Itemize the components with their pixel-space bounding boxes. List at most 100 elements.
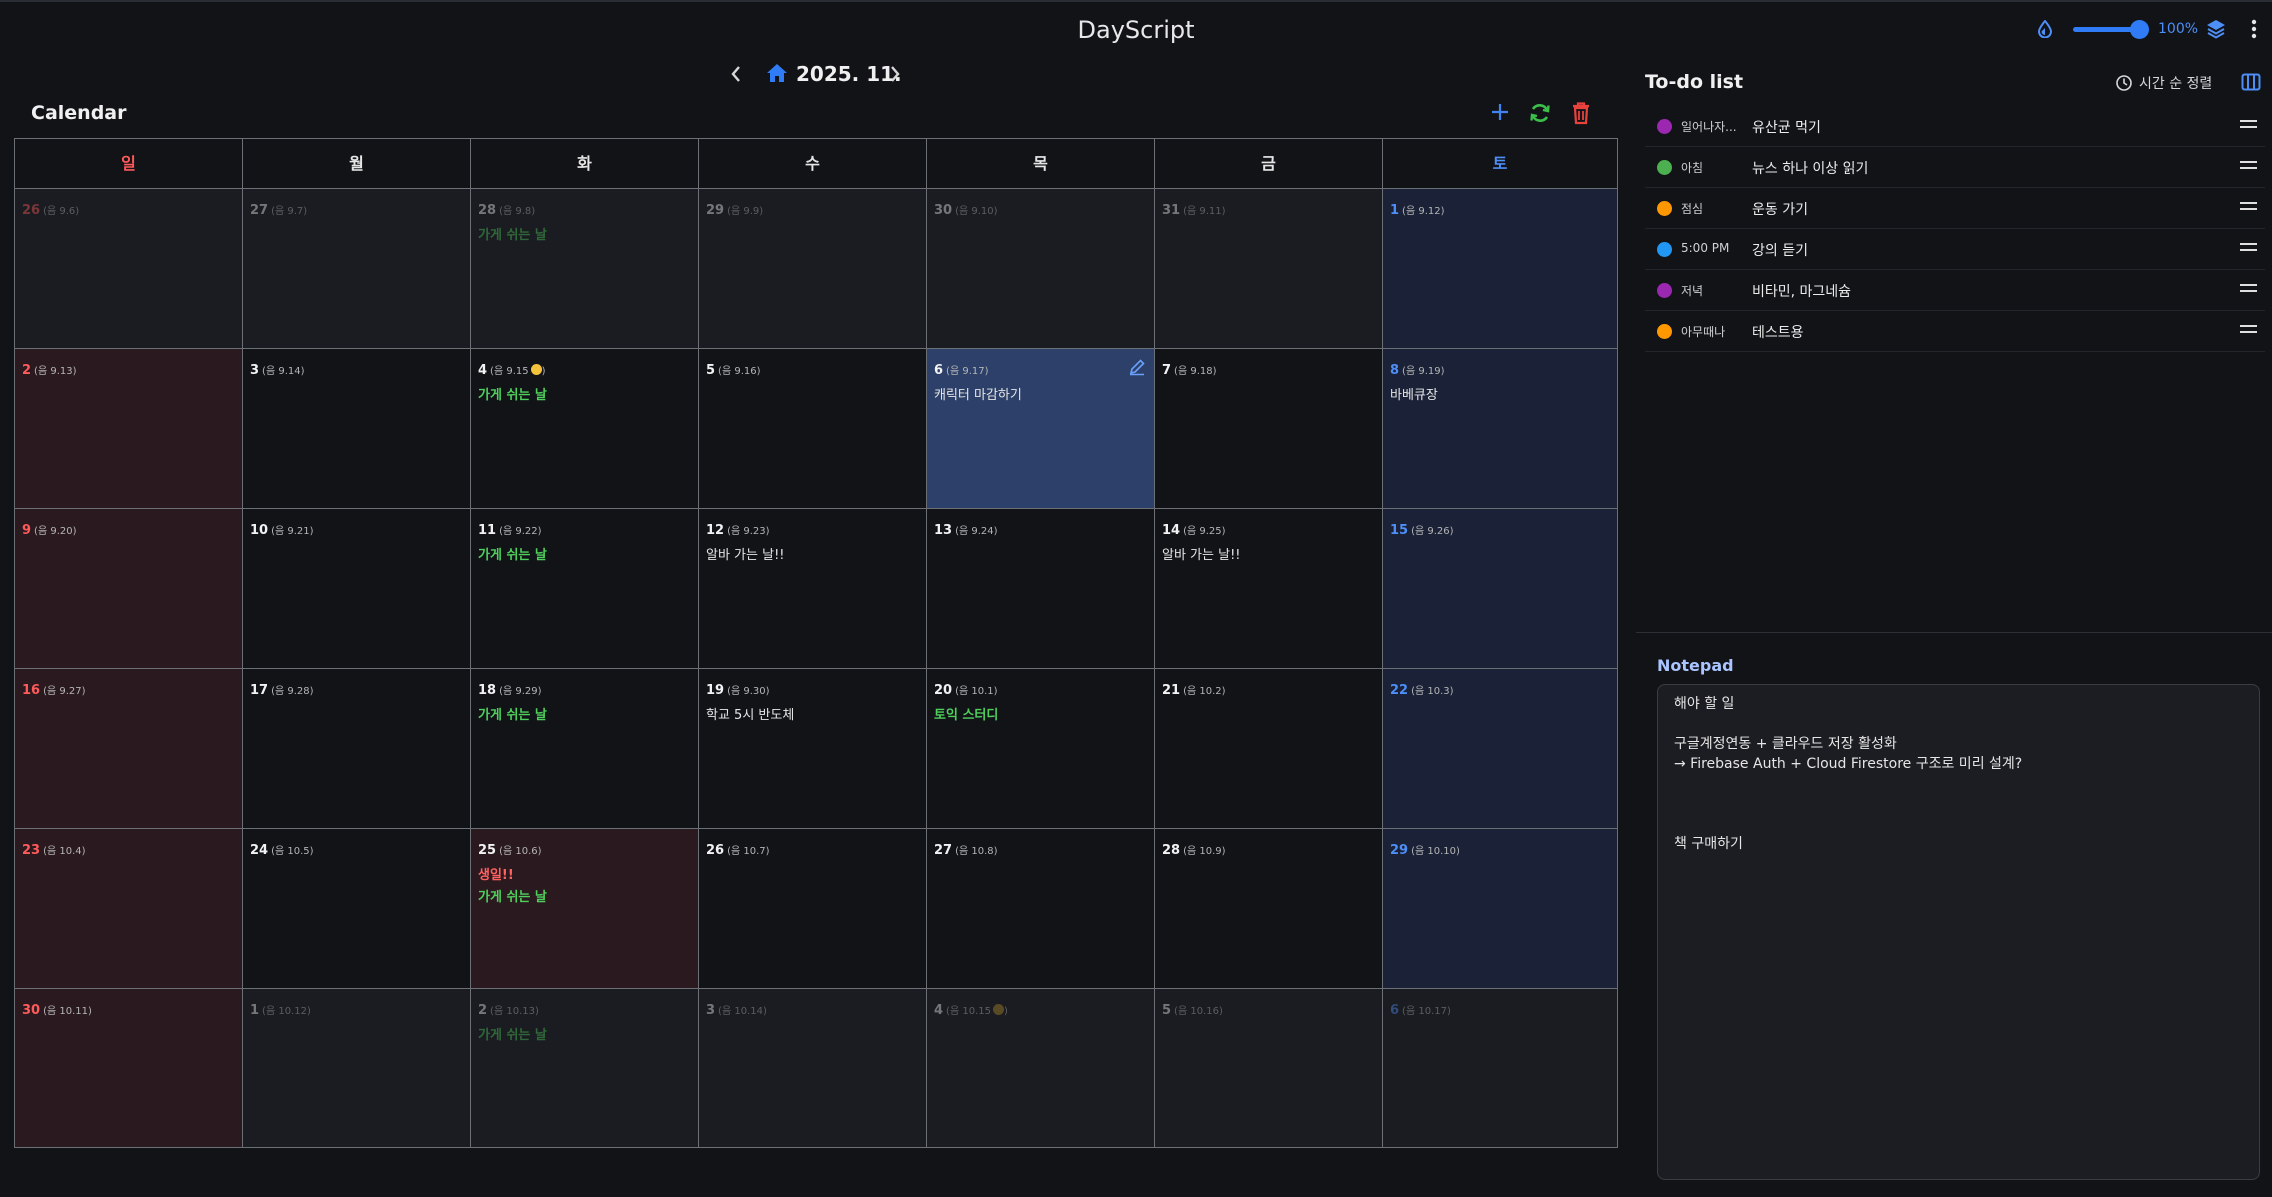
opacity-droplet-icon[interactable]	[2037, 19, 2053, 42]
calendar-day-cell[interactable]: 5 (음 9.16)	[699, 349, 927, 509]
edit-pencil-icon[interactable]	[1128, 358, 1146, 380]
calendar-day-cell[interactable]: 24 (음 10.5)	[243, 829, 471, 989]
calendar-day-cell[interactable]: 1 (음 10.12)	[243, 989, 471, 1147]
lunar-date: (음 10.2)	[1183, 686, 1226, 697]
calendar-day-cell[interactable]: 7 (음 9.18)	[1155, 349, 1383, 509]
calendar-event[interactable]: 가게 쉬는 날	[478, 1028, 547, 1043]
day-number: 6	[934, 363, 944, 378]
drag-handle-icon[interactable]	[2240, 161, 2257, 169]
day-number: 27	[250, 203, 269, 218]
calendar-event[interactable]: 토익 스터디	[934, 708, 999, 723]
calendar-day-cell[interactable]: 14 (음 9.25) 알바 가는 날!!	[1155, 509, 1383, 669]
calendar-day-cell[interactable]: 29 (음 10.10)	[1383, 829, 1617, 989]
calendar-day-cell[interactable]: 9 (음 9.20)	[15, 509, 243, 669]
calendar-day-cell[interactable]: 15 (음 9.26)	[1383, 509, 1617, 669]
calendar-event[interactable]: 알바 가는 날!!	[706, 548, 785, 563]
drag-handle-icon[interactable]	[2240, 120, 2257, 128]
home-icon[interactable]	[766, 62, 788, 88]
lunar-date: (음 9.9)	[727, 206, 764, 217]
more-options-icon[interactable]	[2250, 18, 2258, 44]
calendar-event[interactable]: 가게 쉬는 날	[478, 228, 547, 243]
calendar-day-cell[interactable]: 8 (음 9.19) 바베큐장	[1383, 349, 1617, 509]
calendar-event[interactable]: 바베큐장	[1390, 388, 1438, 403]
prev-month-button[interactable]	[728, 62, 744, 92]
calendar-day-cell[interactable]: 16 (음 9.27)	[15, 669, 243, 829]
drag-handle-icon[interactable]	[2240, 243, 2257, 251]
calendar-day-cell[interactable]: 6 (음 9.17) 캐릭터 마감하기	[927, 349, 1155, 509]
next-month-button[interactable]	[887, 62, 903, 92]
calendar-day-cell[interactable]: 28 (음 10.9)	[1155, 829, 1383, 989]
calendar-day-cell[interactable]: 2 (음 10.13) 가게 쉬는 날	[471, 989, 699, 1147]
calendar-day-cell[interactable]: 30 (음 10.11)	[15, 989, 243, 1147]
delete-icon[interactable]	[1571, 101, 1591, 129]
calendar-day-cell[interactable]: 3 (음 9.14)	[243, 349, 471, 509]
zoom-slider-handle[interactable]	[2130, 20, 2149, 39]
lunar-date: (음 10.3)	[1411, 686, 1454, 697]
day-number: 27	[934, 843, 953, 858]
lunar-date: (음 9.12)	[1402, 206, 1445, 217]
calendar-day-cell[interactable]: 19 (음 9.30) 학교 5시 반도체	[699, 669, 927, 829]
calendar-event[interactable]: 가게 쉬는 날	[478, 388, 547, 403]
calendar-day-cell[interactable]: 25 (음 10.6) 생일!! 가게 쉬는 날	[471, 829, 699, 989]
drag-handle-icon[interactable]	[2240, 325, 2257, 333]
todo-item[interactable]: 일어나자... 유산균 먹기	[1645, 106, 2265, 147]
sort-by-time-button[interactable]: 시간 순 정렬	[2115, 73, 2212, 93]
calendar-day-cell[interactable]: 18 (음 9.29) 가게 쉬는 날	[471, 669, 699, 829]
calendar-day-cell[interactable]: 12 (음 9.23) 알바 가는 날!!	[699, 509, 927, 669]
calendar-day-cell[interactable]: 20 (음 10.1) 토익 스터디	[927, 669, 1155, 829]
calendar-day-cell[interactable]: 30 (음 9.10)	[927, 189, 1155, 349]
todo-item[interactable]: 5:00 PM 강의 듣기	[1645, 229, 2265, 270]
columns-view-icon[interactable]	[2241, 72, 2261, 96]
calendar-day-cell[interactable]: 27 (음 10.8)	[927, 829, 1155, 989]
todo-item[interactable]: 저녁 비타민, 마그네슘	[1645, 270, 2265, 311]
calendar-event[interactable]: 가게 쉬는 날	[478, 890, 547, 905]
calendar-day-cell[interactable]: 3 (음 10.14)	[699, 989, 927, 1147]
add-event-button[interactable]	[1489, 100, 1511, 128]
calendar-day-cell[interactable]: 23 (음 10.4)	[15, 829, 243, 989]
calendar-day-cell[interactable]: 17 (음 9.28)	[243, 669, 471, 829]
layers-icon[interactable]	[2205, 18, 2227, 44]
calendar-day-cell[interactable]: 31 (음 9.11)	[1155, 189, 1383, 349]
refresh-icon[interactable]	[1529, 101, 1551, 129]
todo-item[interactable]: 점심 운동 가기	[1645, 188, 2265, 229]
calendar-day-cell[interactable]: 26 (음 9.6)	[15, 189, 243, 349]
notepad-textarea[interactable]: 해야 할 일 구글계정연동 + 클라우드 저장 활성화 → Firebase A…	[1657, 684, 2260, 1180]
calendar-day-cell[interactable]: 13 (음 9.24)	[927, 509, 1155, 669]
calendar-day-cell[interactable]: 28 (음 9.8) 가게 쉬는 날	[471, 189, 699, 349]
calendar-event[interactable]: 알바 가는 날!!	[1162, 548, 1241, 563]
calendar-event[interactable]: 가게 쉬는 날	[478, 708, 547, 723]
lunar-date: (음 9.22)	[499, 526, 542, 537]
calendar-day-cell[interactable]: 6 (음 10.17)	[1383, 989, 1617, 1147]
drag-handle-icon[interactable]	[2240, 202, 2257, 210]
calendar-day-cell[interactable]: 10 (음 9.21)	[243, 509, 471, 669]
calendar-day-cell[interactable]: 27 (음 9.7)	[243, 189, 471, 349]
day-number: 4	[934, 1003, 944, 1018]
day-number: 19	[706, 683, 725, 698]
calendar-event[interactable]: 학교 5시 반도체	[706, 708, 795, 723]
todo-item[interactable]: 아침 뉴스 하나 이상 읽기	[1645, 147, 2265, 188]
calendar-day-cell[interactable]: 4 (음 9.15) 가게 쉬는 날	[471, 349, 699, 509]
calendar-day-cell[interactable]: 26 (음 10.7)	[699, 829, 927, 989]
weekday-header: 목	[927, 139, 1155, 189]
lunar-date: (음 9.20)	[34, 526, 77, 537]
zoom-slider-track[interactable]	[2073, 27, 2143, 32]
calendar-day-cell[interactable]: 22 (음 10.3)	[1383, 669, 1617, 829]
calendar-day-cell[interactable]: 5 (음 10.16)	[1155, 989, 1383, 1147]
calendar-day-cell[interactable]: 4 (음 10.15)	[927, 989, 1155, 1147]
todo-color-dot	[1657, 242, 1672, 257]
calendar-event[interactable]: 생일!!	[478, 868, 514, 883]
day-number: 7	[1162, 363, 1172, 378]
notepad-title: Notepad	[1657, 656, 1734, 675]
drag-handle-icon[interactable]	[2240, 284, 2257, 292]
calendar-day-cell[interactable]: 1 (음 9.12)	[1383, 189, 1617, 349]
calendar-day-cell[interactable]: 29 (음 9.9)	[699, 189, 927, 349]
lunar-date: (음 10.14)	[718, 1006, 767, 1017]
calendar-day-cell[interactable]: 11 (음 9.22) 가게 쉬는 날	[471, 509, 699, 669]
calendar-event[interactable]: 캐릭터 마감하기	[934, 388, 1022, 403]
todo-text: 운동 가기	[1752, 202, 1808, 218]
day-number: 15	[1390, 523, 1409, 538]
calendar-day-cell[interactable]: 2 (음 9.13)	[15, 349, 243, 509]
calendar-event[interactable]: 가게 쉬는 날	[478, 548, 547, 563]
calendar-day-cell[interactable]: 21 (음 10.2)	[1155, 669, 1383, 829]
todo-item[interactable]: 아무때나 테스트용	[1645, 311, 2265, 352]
